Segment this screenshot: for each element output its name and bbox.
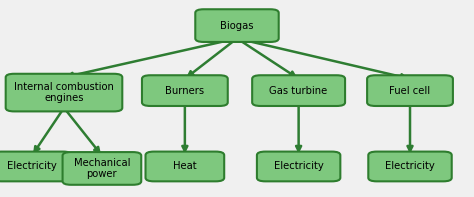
FancyBboxPatch shape (367, 75, 453, 106)
Text: Internal combustion
engines: Internal combustion engines (14, 82, 114, 103)
FancyBboxPatch shape (0, 152, 72, 181)
Text: Fuel cell: Fuel cell (390, 86, 430, 96)
Text: Electricity: Electricity (385, 162, 435, 171)
Text: Electricity: Electricity (8, 162, 57, 171)
FancyBboxPatch shape (368, 152, 452, 181)
Text: Gas turbine: Gas turbine (270, 86, 328, 96)
FancyBboxPatch shape (257, 152, 340, 181)
Text: Mechanical
power: Mechanical power (73, 158, 130, 179)
FancyBboxPatch shape (63, 152, 141, 185)
FancyBboxPatch shape (142, 75, 228, 106)
FancyBboxPatch shape (252, 75, 345, 106)
FancyBboxPatch shape (6, 74, 122, 112)
Text: Electricity: Electricity (274, 162, 323, 171)
FancyBboxPatch shape (195, 9, 279, 42)
Text: Heat: Heat (173, 162, 197, 171)
Text: Burners: Burners (165, 86, 204, 96)
Text: Biogas: Biogas (220, 21, 254, 31)
FancyBboxPatch shape (146, 152, 224, 181)
